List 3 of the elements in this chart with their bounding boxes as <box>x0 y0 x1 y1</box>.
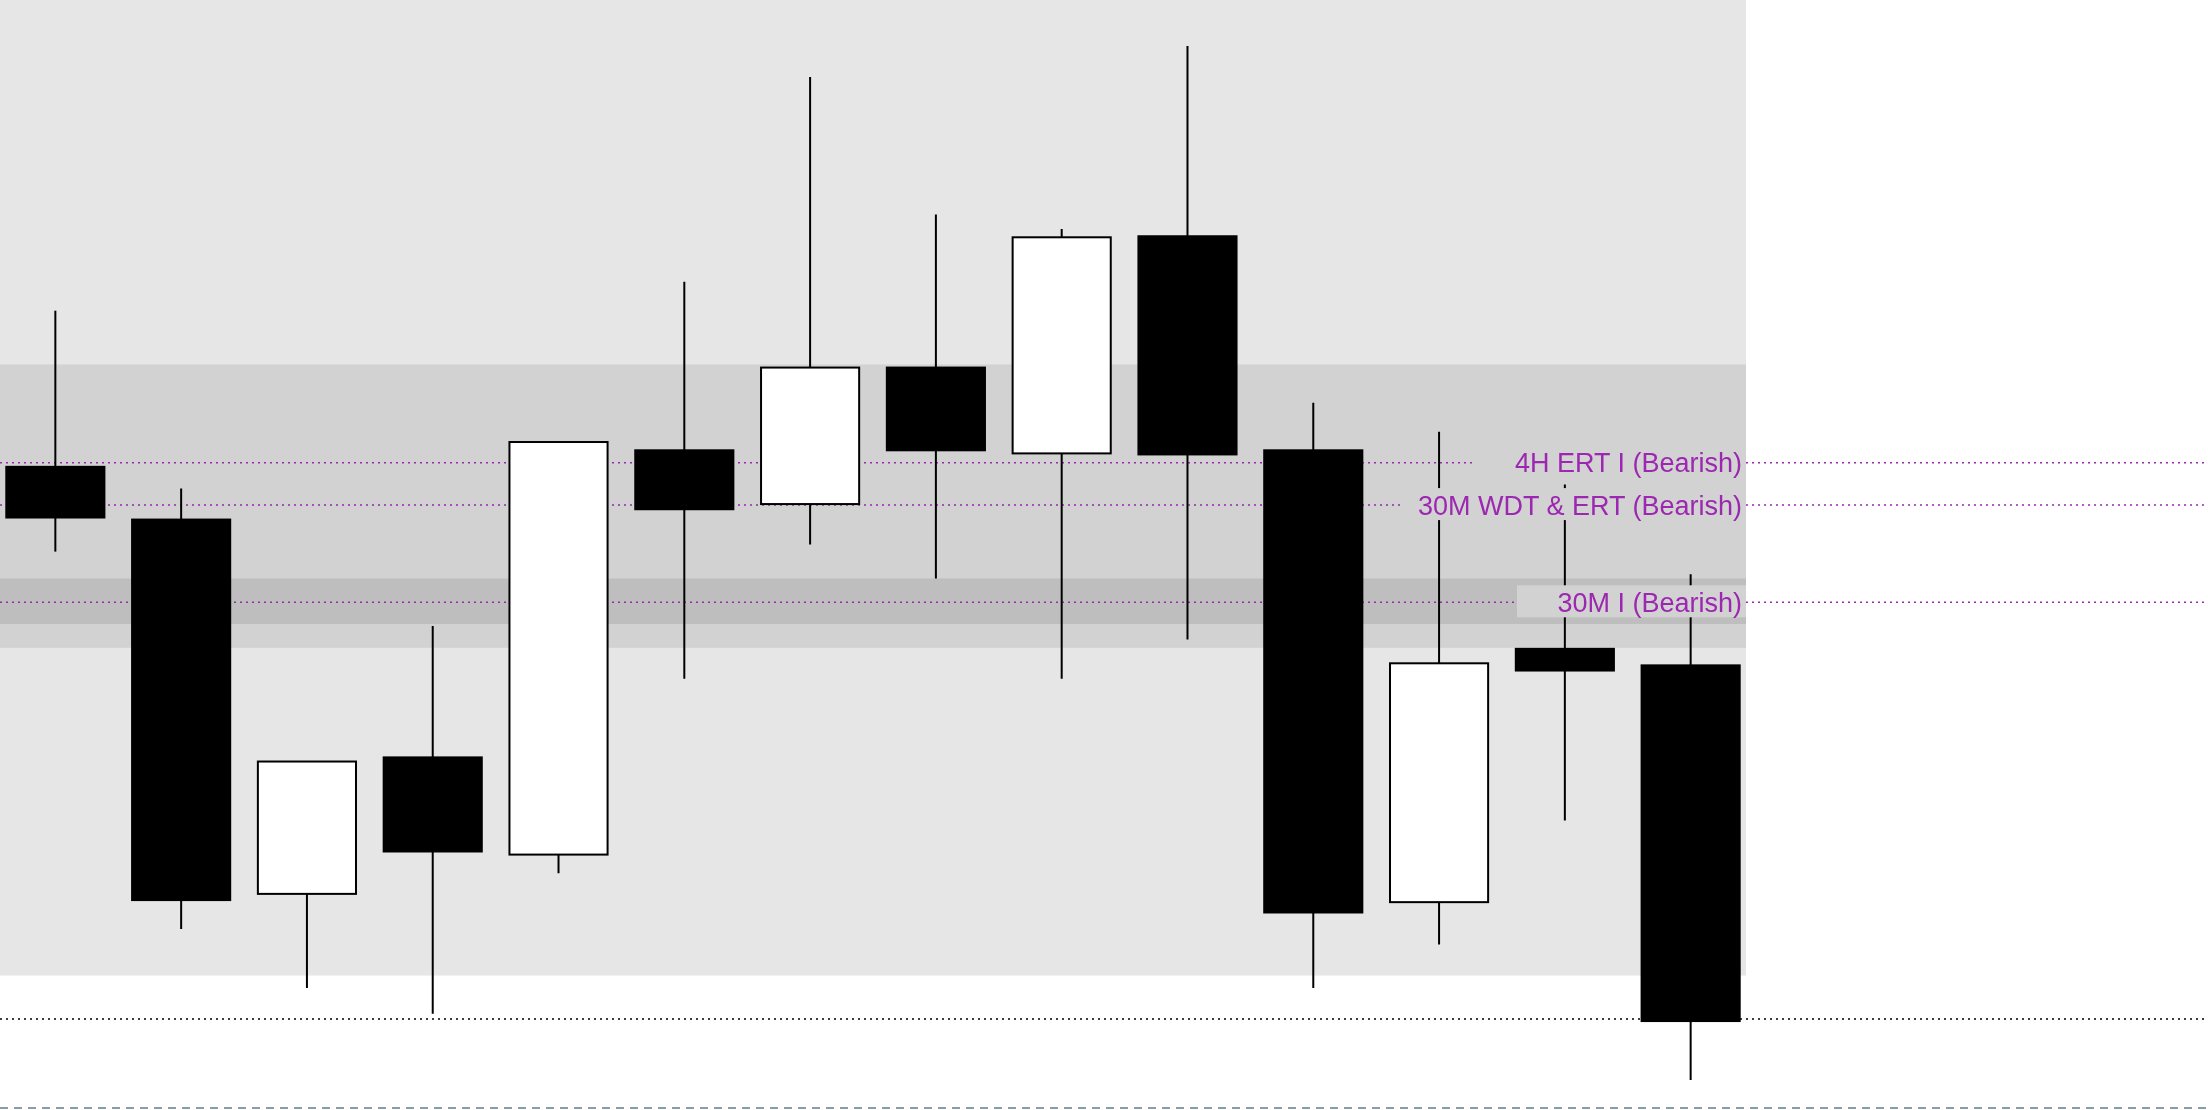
ref-line-label: 30M I (Bearish) <box>1557 587 1742 618</box>
ref-line-label: 30M WDT & ERT (Bearish) <box>1417 490 1742 521</box>
ref-line-label: 4H ERT I (Bearish) <box>1514 448 1742 479</box>
